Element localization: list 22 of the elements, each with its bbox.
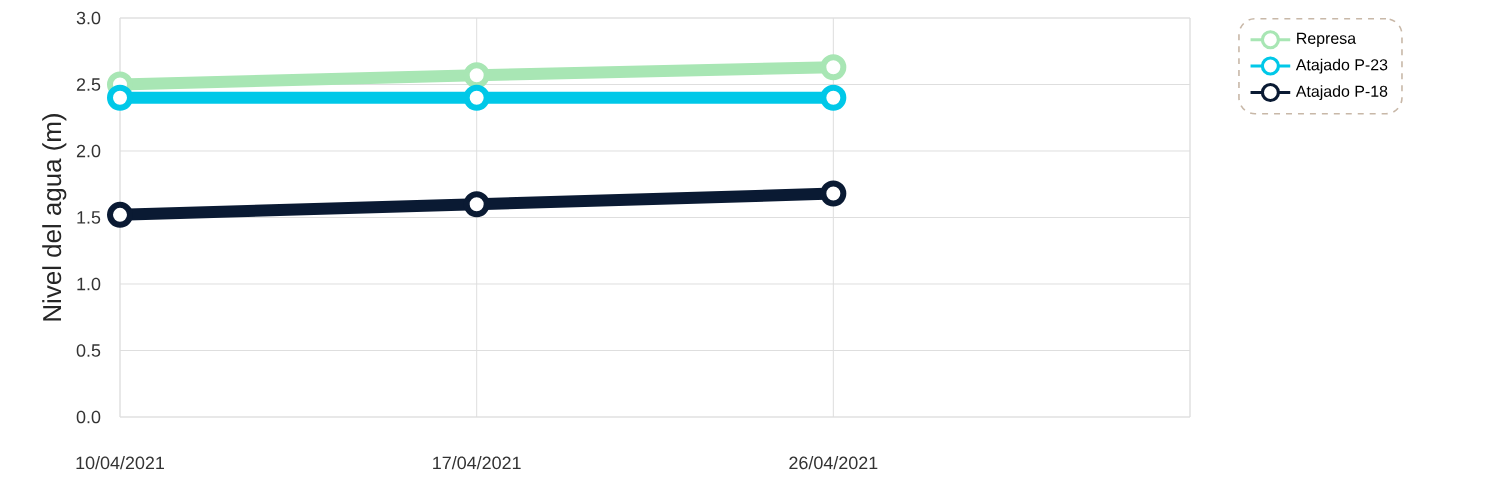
y-tick-label: 1.5	[77, 211, 101, 224]
point	[820, 54, 847, 81]
point	[463, 62, 490, 89]
legend-label: Atajado P-23	[1295, 58, 1388, 74]
y-tick-label: 1.0	[77, 277, 101, 291]
point	[820, 180, 847, 207]
x-tick-label: 26/04/2021	[789, 456, 878, 470]
x-tick-label: 10/04/2021	[76, 456, 164, 470]
y-tick-label: 0.5	[76, 344, 101, 357]
y-tick-label: 2.0	[76, 144, 101, 158]
y-axis-title: Nivel del agua (m)	[42, 114, 67, 321]
point	[463, 191, 490, 218]
point	[820, 84, 847, 111]
y-tick-label: 2.5	[76, 78, 101, 91]
y-tick-label: 0.0	[76, 410, 101, 424]
point	[107, 201, 133, 228]
y-tick-label: 3.0	[76, 11, 101, 25]
x-tick-label: 17/04/2021	[433, 456, 521, 470]
legend-label: Represa	[1297, 32, 1357, 48]
point	[107, 84, 133, 111]
legend-label: Atajado P-18	[1295, 85, 1388, 101]
point	[463, 84, 490, 111]
